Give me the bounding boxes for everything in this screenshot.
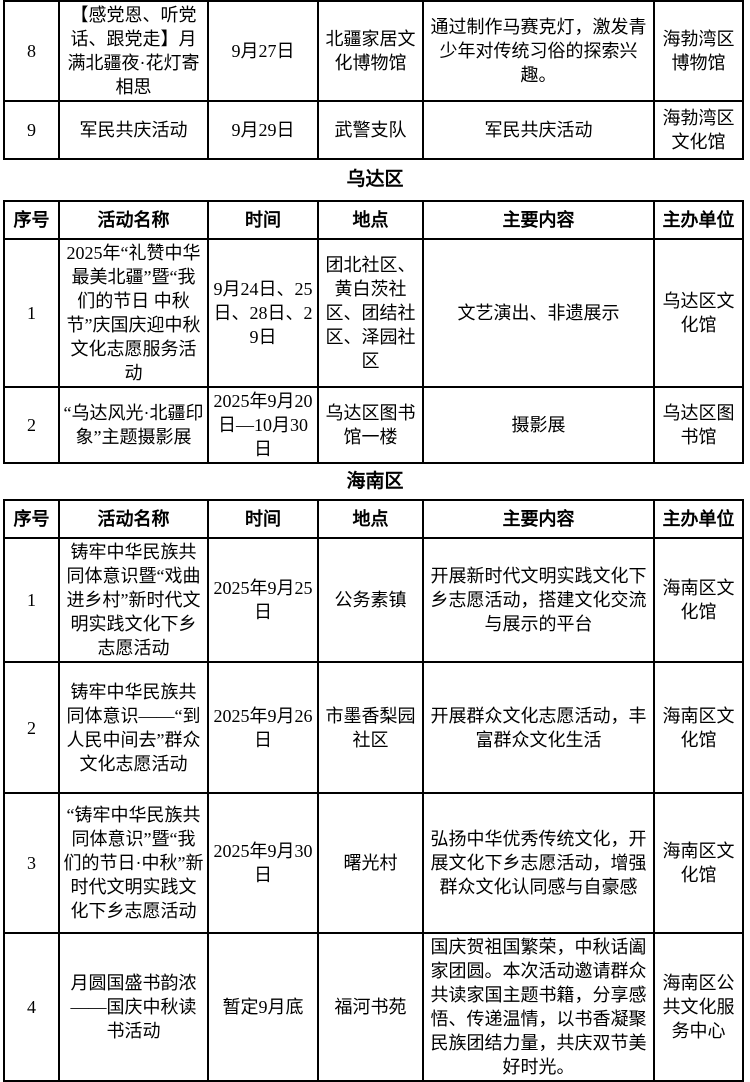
cell-activity-name: 2025年“礼赞中华 最美北疆”暨“我们的节日 中秋节”庆国庆迎中秋文化志愿服务…: [58, 238, 209, 388]
cell-location: 武警支队: [317, 100, 424, 160]
header-seq: 序号: [3, 499, 60, 539]
cell-content: 军民共庆活动: [422, 100, 655, 160]
cell-time: 2025年9月25日: [207, 537, 319, 663]
cell-location: 福河书苑: [317, 932, 424, 1082]
cell-content: 文艺演出、非遗展示: [422, 238, 655, 388]
section-title-wuda: 乌达区: [346, 169, 404, 190]
cell-activity-name: 军民共庆活动: [58, 100, 209, 160]
cell-activity-name: “铸牢中华民族共同体意识”暨“我们的节日·中秋”新时代文明实践文化下乡志愿活动: [58, 792, 209, 934]
cell-organizer: 海勃湾区文化馆: [653, 100, 744, 160]
cell-organizer: 海南区文化馆: [653, 661, 744, 794]
header-organizer: 主办单位: [653, 499, 744, 539]
cell-location: 乌达区图书馆一楼: [317, 386, 424, 464]
table-row: 9 军民共庆活动 9月29日 武警支队 军民共庆活动 海勃湾区文化馆: [3, 100, 744, 160]
header-content: 主要内容: [422, 200, 655, 240]
cell-time: 9月29日: [207, 100, 319, 160]
table-row: 2 铸牢中华民族共同体意识——“到人民中间去”群众文化志愿活动 2025年9月2…: [3, 661, 744, 794]
cell-seq: 2: [3, 661, 60, 794]
cell-organizer: 海南区公共文化服务中心: [653, 932, 744, 1082]
header-time: 时间: [207, 499, 319, 539]
table-haibowan-continued: 8 【感党恩、听党话、跟党走】月满北疆夜·花灯寄相思 9月27日 北疆家居文化博…: [3, 0, 744, 160]
cell-location: 公务素镇: [317, 537, 424, 663]
header-content: 主要内容: [422, 499, 655, 539]
cell-activity-name: “乌达风光·北疆印象”主题摄影展: [58, 386, 209, 464]
cell-organizer: 海南区文化馆: [653, 537, 744, 663]
cell-organizer: 乌达区图书馆: [653, 386, 744, 464]
cell-location: 团北社区、黄白茨社区、团结社区、泽园社区: [317, 238, 424, 388]
table-row: 1 2025年“礼赞中华 最美北疆”暨“我们的节日 中秋节”庆国庆迎中秋文化志愿…: [3, 238, 744, 388]
cell-time: 2025年9月30日: [207, 792, 319, 934]
cell-activity-name: 铸牢中华民族共同体意识暨“戏曲进乡村”新时代文明实践文化下乡志愿活动: [58, 537, 209, 663]
cell-content: 弘扬中华优秀传统文化，开展文化下乡志愿活动，增强群众文化认同感与自豪感: [422, 792, 655, 934]
cell-organizer: 乌达区文化馆: [653, 238, 744, 388]
cell-location: 曙光村: [317, 792, 424, 934]
cell-seq: 3: [3, 792, 60, 934]
cell-seq: 1: [3, 238, 60, 388]
table-row: 1 铸牢中华民族共同体意识暨“戏曲进乡村”新时代文明实践文化下乡志愿活动 202…: [3, 537, 744, 663]
cell-activity-name: 【感党恩、听党话、跟党走】月满北疆夜·花灯寄相思: [58, 0, 209, 102]
cell-seq: 2: [3, 386, 60, 464]
cell-seq: 4: [3, 932, 60, 1082]
table-hainan: 序号 活动名称 时间 地点 主要内容 主办单位 1 铸牢中华民族共同体意识暨“戏…: [3, 499, 744, 1082]
header-time: 时间: [207, 200, 319, 240]
cell-content: 开展新时代文明实践文化下乡志愿活动，搭建文化交流与展示的平台: [422, 537, 655, 663]
table-header-row: 序号 活动名称 时间 地点 主要内容 主办单位: [3, 200, 744, 240]
cell-seq: 9: [3, 100, 60, 160]
table-row: 8 【感党恩、听党话、跟党走】月满北疆夜·花灯寄相思 9月27日 北疆家居文化博…: [3, 0, 744, 102]
cell-content: 摄影展: [422, 386, 655, 464]
table-header-row: 序号 活动名称 时间 地点 主要内容 主办单位: [3, 499, 744, 539]
cell-location: 市墨香梨园社区: [317, 661, 424, 794]
cell-activity-name: 月圆国盛书韵浓——国庆中秋读书活动: [58, 932, 209, 1082]
header-location: 地点: [317, 499, 424, 539]
header-activity-name: 活动名称: [58, 200, 209, 240]
cell-seq: 8: [3, 0, 60, 102]
section-title-hainan: 海南区: [346, 471, 404, 492]
cell-content: 开展群众文化志愿活动，丰富群众文化生活: [422, 661, 655, 794]
cell-activity-name: 铸牢中华民族共同体意识——“到人民中间去”群众文化志愿活动: [58, 661, 209, 794]
cell-content: 通过制作马赛克灯，激发青少年对传统习俗的探索兴趣。: [422, 0, 655, 102]
header-location: 地点: [317, 200, 424, 240]
cell-location: 北疆家居文化博物馆: [317, 0, 424, 102]
table-row: 3 “铸牢中华民族共同体意识”暨“我们的节日·中秋”新时代文明实践文化下乡志愿活…: [3, 792, 744, 934]
table-wuda: 序号 活动名称 时间 地点 主要内容 主办单位 1 2025年“礼赞中华 最美北…: [3, 200, 744, 464]
cell-content: 国庆贺祖国繁荣，中秋话阖家团圆。本次活动邀请群众共读家国主题书籍，分享感悟、传递…: [422, 932, 655, 1082]
table-row: 2 “乌达风光·北疆印象”主题摄影展 2025年9月20日—10月30日 乌达区…: [3, 386, 744, 464]
cell-time: 暂定9月底: [207, 932, 319, 1082]
cell-organizer: 海勃湾区博物馆: [653, 0, 744, 102]
header-activity-name: 活动名称: [58, 499, 209, 539]
cell-organizer: 海南区文化馆: [653, 792, 744, 934]
cell-time: 9月27日: [207, 0, 319, 102]
cell-time: 2025年9月26日: [207, 661, 319, 794]
cell-time: 2025年9月20日—10月30日: [207, 386, 319, 464]
header-organizer: 主办单位: [653, 200, 744, 240]
header-seq: 序号: [3, 200, 60, 240]
cell-seq: 1: [3, 537, 60, 663]
cell-time: 9月24日、25日、28日、29日: [207, 238, 319, 388]
table-row: 4 月圆国盛书韵浓——国庆中秋读书活动 暂定9月底 福河书苑 国庆贺祖国繁荣，中…: [3, 932, 744, 1082]
